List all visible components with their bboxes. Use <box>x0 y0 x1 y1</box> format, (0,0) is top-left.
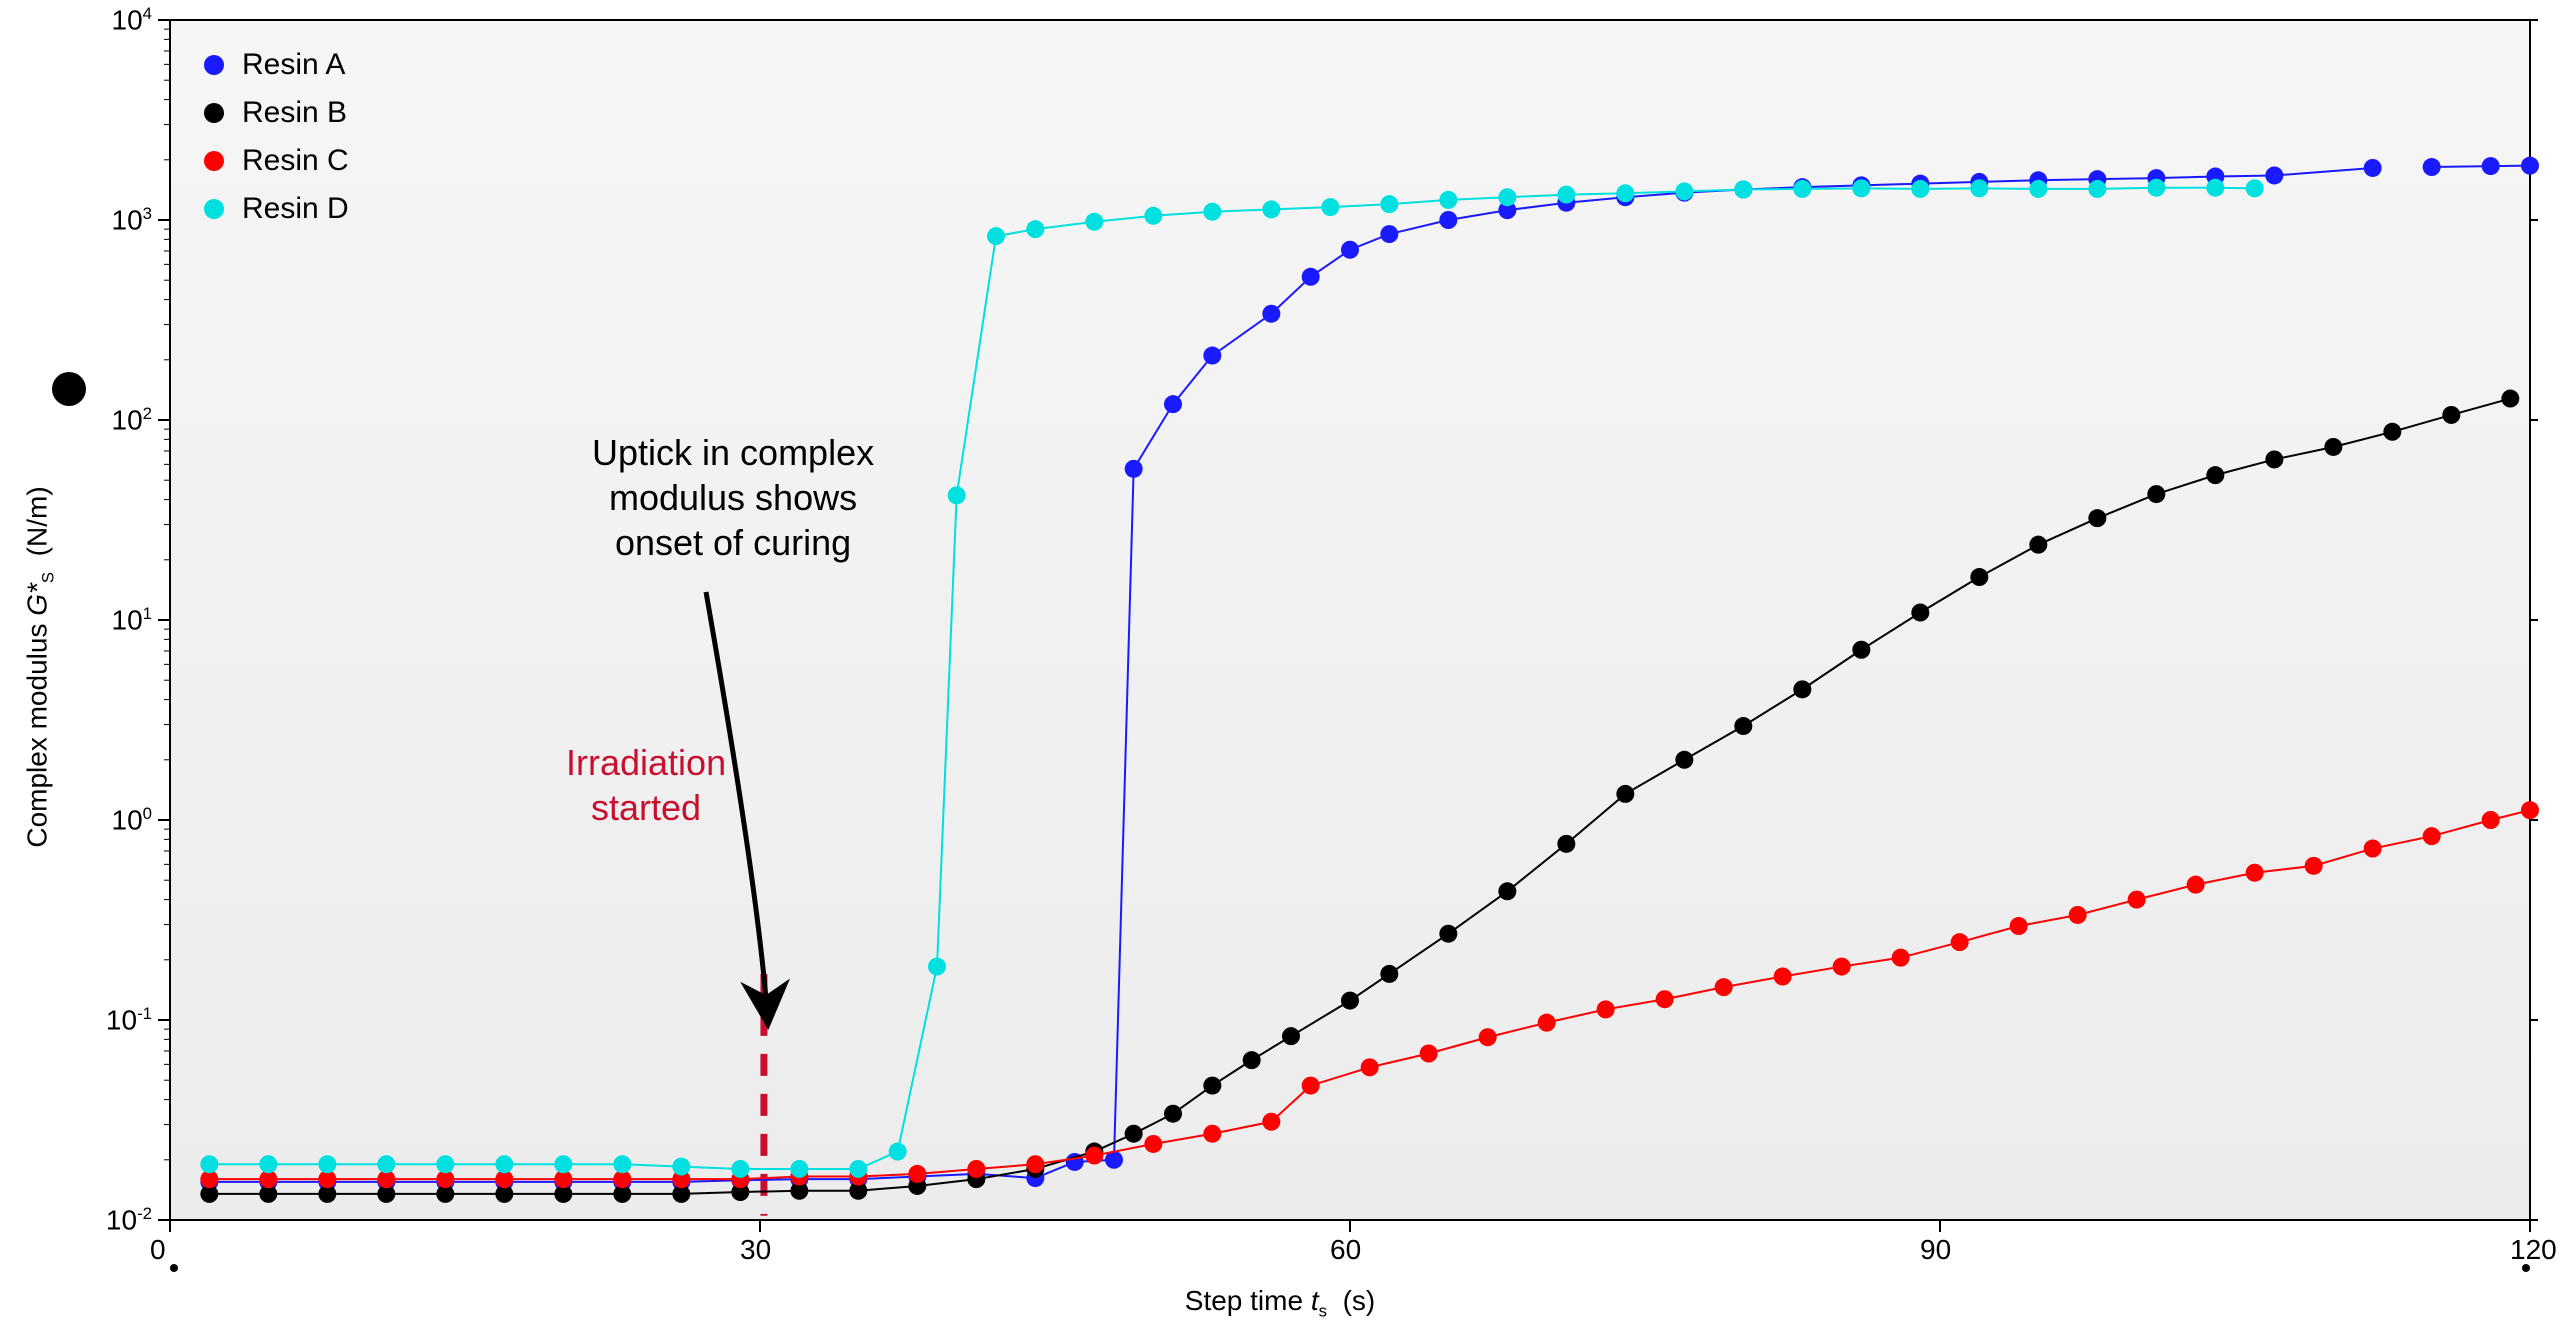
y-tick-label: 102 <box>112 404 153 436</box>
y-tick-label: 10-2 <box>106 1204 152 1236</box>
y-tick-label: 101 <box>112 604 153 636</box>
legend-label: Resin A <box>242 48 345 82</box>
irradiation-annotation: Irradiationstarted <box>566 740 726 830</box>
x-tick-label: 0 <box>150 1234 166 1266</box>
x-tick-label: 90 <box>1920 1234 1951 1266</box>
annotation-line: modulus shows <box>592 475 874 520</box>
y-tick-label: 100 <box>112 804 153 836</box>
annotation-line: onset of curing <box>592 520 874 565</box>
legend-label: Resin B <box>242 96 347 130</box>
x-tick-label: 30 <box>740 1234 771 1266</box>
y-tick-label: 103 <box>112 204 153 236</box>
chart-svg <box>0 0 2560 1334</box>
legend-label: Resin D <box>242 192 349 226</box>
annotation-line: Uptick in complex <box>592 430 874 475</box>
legend-marker-icon <box>204 151 224 171</box>
uptick-annotation: Uptick in complexmodulus showsonset of c… <box>592 430 874 565</box>
legend: Resin A Resin B Resin C Resin D <box>204 48 349 240</box>
chart-container: Complex modulus G*S (N/m) Step time ts (… <box>0 0 2560 1334</box>
legend-marker-icon <box>204 103 224 123</box>
annotation-line: started <box>566 785 726 830</box>
legend-item: Resin B <box>204 96 349 130</box>
x-tick-label: 120 <box>2510 1234 2557 1266</box>
annotation-line: Irradiation <box>566 740 726 785</box>
legend-item: Resin D <box>204 192 349 226</box>
legend-item: Resin C <box>204 144 349 178</box>
x-axis-label: Step time ts (s) <box>1185 1285 1375 1322</box>
legend-marker-icon <box>204 55 224 75</box>
legend-marker-icon <box>204 199 224 219</box>
y-tick-label: 104 <box>112 4 153 36</box>
y-axis-label: Complex modulus G*S (N/m) <box>22 486 59 847</box>
legend-item: Resin A <box>204 48 349 82</box>
legend-label: Resin C <box>242 144 349 178</box>
decorative-dot-icon <box>52 372 86 406</box>
x-tick-label: 60 <box>1330 1234 1361 1266</box>
y-tick-label: 10-1 <box>106 1004 152 1036</box>
